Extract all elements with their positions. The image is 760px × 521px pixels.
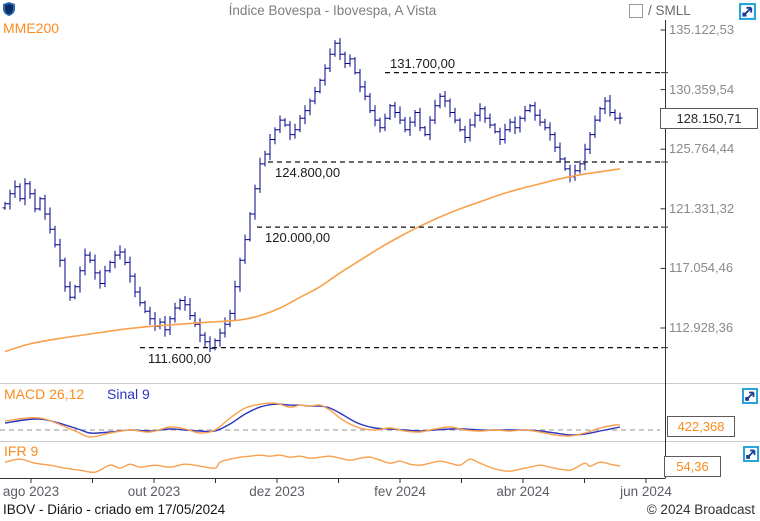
x-axis-tick-label: fev 2024 bbox=[374, 484, 426, 499]
price-panel bbox=[2, 38, 663, 353]
mme200-legend-label: MME200 bbox=[3, 20, 60, 36]
x-axis-tick-label: dez 2023 bbox=[249, 484, 305, 499]
smll-compare-checkbox[interactable] bbox=[629, 4, 643, 18]
x-axis-tick-label: abr 2024 bbox=[496, 484, 550, 499]
expand-icon[interactable] bbox=[742, 388, 758, 404]
y-axis-tick-label: 121.331,32 bbox=[669, 200, 735, 216]
ifr-line bbox=[4, 454, 621, 474]
expand-icon[interactable] bbox=[739, 3, 756, 20]
mme200-line bbox=[4, 168, 621, 353]
y-axis-tick-label: 135.122,53 bbox=[669, 22, 735, 37]
last-price-badge: 128.150,71 bbox=[660, 108, 758, 129]
macd-label: MACD 26,12 bbox=[4, 386, 85, 402]
x-axis-tick-label: out 2023 bbox=[127, 484, 181, 499]
x-axis-tick-label: ago 2023 bbox=[2, 484, 60, 499]
ifr-label: IFR 9 bbox=[4, 443, 39, 459]
macd-line bbox=[4, 402, 621, 438]
y-axis-tick-label: 117.054,46 bbox=[669, 260, 734, 276]
broadcast-shield-icon bbox=[3, 2, 15, 21]
price-level-label: 124.800,00 bbox=[275, 164, 341, 180]
macd-panel bbox=[0, 402, 660, 438]
macd-value-badge: 422,368 bbox=[667, 416, 735, 437]
axes bbox=[0, 20, 760, 483]
y-axis-tick-label: 125.764,44 bbox=[669, 141, 735, 157]
chart-caption: IBOV - Diário - criado em 17/05/2024 bbox=[3, 502, 226, 517]
y-axis-tick-label: 130.359,54 bbox=[669, 81, 735, 97]
macd-signal-label: Sinal 9 bbox=[107, 386, 150, 402]
price-level-label: 111.600,00 bbox=[148, 350, 212, 366]
price-level-label: 120.000,00 bbox=[265, 230, 331, 246]
ifr-value-badge: 54,36 bbox=[664, 456, 721, 477]
copyright: © 2024 Broadcast bbox=[646, 502, 755, 517]
price-level-label: 131.700,00 bbox=[390, 55, 456, 71]
x-axis-tick-label: jun 2024 bbox=[620, 484, 672, 499]
chart-title: Índice Bovespa - Ibovespa, A Vista bbox=[228, 3, 437, 18]
expand-icon[interactable] bbox=[743, 446, 759, 462]
y-axis-tick-label: 112.928,36 bbox=[669, 320, 734, 335]
ohlc-bars bbox=[2, 38, 623, 352]
ifr-panel bbox=[4, 454, 621, 474]
smll-compare-label: / SMLL bbox=[648, 3, 691, 18]
